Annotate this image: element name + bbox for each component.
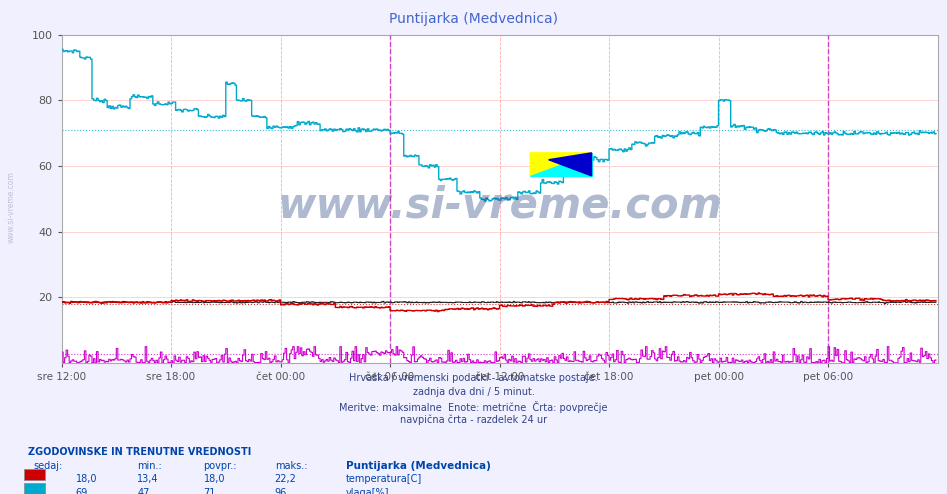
Text: vlaga[%]: vlaga[%] xyxy=(346,488,389,494)
Polygon shape xyxy=(530,153,592,176)
Text: min.:: min.: xyxy=(137,461,162,471)
Text: Puntijarka (Medvednica): Puntijarka (Medvednica) xyxy=(346,461,491,471)
Text: povpr.:: povpr.: xyxy=(204,461,237,471)
Text: 71: 71 xyxy=(204,488,216,494)
Text: maks.:: maks.: xyxy=(275,461,307,471)
Polygon shape xyxy=(530,153,592,176)
Text: 47: 47 xyxy=(137,488,150,494)
Text: sedaj:: sedaj: xyxy=(33,461,63,471)
Text: 96: 96 xyxy=(275,488,287,494)
Polygon shape xyxy=(548,153,592,176)
Text: Puntijarka (Medvednica): Puntijarka (Medvednica) xyxy=(389,12,558,26)
Text: 69: 69 xyxy=(76,488,88,494)
Text: www.si-vreme.com: www.si-vreme.com xyxy=(7,171,16,244)
Text: 22,2: 22,2 xyxy=(275,474,296,484)
Text: Meritve: maksimalne  Enote: metrične  Črta: povprečje: Meritve: maksimalne Enote: metrične Črta… xyxy=(339,401,608,412)
Text: zadnja dva dni / 5 minut.: zadnja dva dni / 5 minut. xyxy=(413,387,534,397)
Text: navpična črta - razdelek 24 ur: navpična črta - razdelek 24 ur xyxy=(400,414,547,425)
Text: ZGODOVINSKE IN TRENUTNE VREDNOSTI: ZGODOVINSKE IN TRENUTNE VREDNOSTI xyxy=(28,447,252,457)
Text: 18,0: 18,0 xyxy=(204,474,225,484)
Text: 18,0: 18,0 xyxy=(76,474,98,484)
Text: Hrvaška / vremenski podatki - avtomatske postaje.: Hrvaška / vremenski podatki - avtomatske… xyxy=(349,373,598,383)
Text: 13,4: 13,4 xyxy=(137,474,159,484)
Text: www.si-vreme.com: www.si-vreme.com xyxy=(277,184,722,226)
Text: temperatura[C]: temperatura[C] xyxy=(346,474,422,484)
